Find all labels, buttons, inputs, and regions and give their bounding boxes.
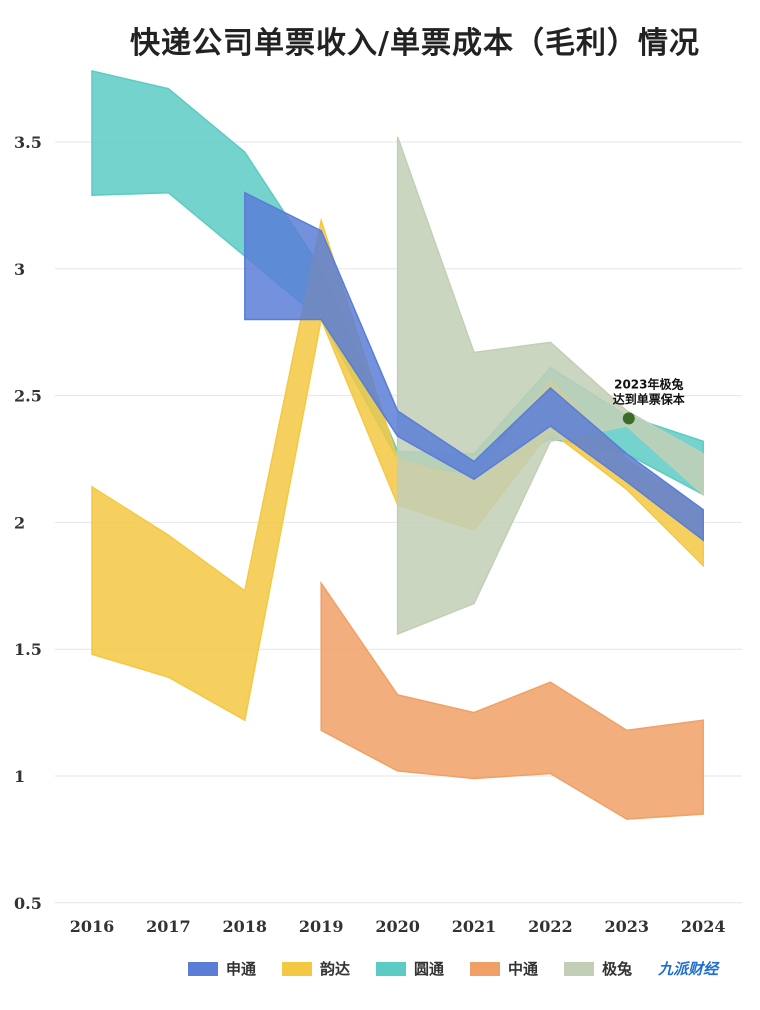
legend-item-zhongtong[interactable]: 中通 xyxy=(470,958,538,979)
y-tick-label: 2.5 xyxy=(14,387,42,406)
series-area-申通 xyxy=(244,191,704,542)
legend-swatch xyxy=(470,961,501,976)
brand-logo: 九派财经 xyxy=(658,960,719,978)
y-tick-label: 3.5 xyxy=(14,133,42,152)
annotation-text-line2: 达到单票保本 xyxy=(613,391,685,406)
y-tick-label: 1.5 xyxy=(14,640,42,659)
x-tick-label: 2024 xyxy=(681,917,726,936)
series-area-极兔 xyxy=(396,136,704,636)
legend-label: 申通 xyxy=(226,960,257,978)
x-axis: 2016 2017 2018 2019 2020 2021 2022 2023 2024 xyxy=(70,917,726,936)
x-tick-label: 2016 xyxy=(70,917,115,936)
chart-title: 快递公司单票收入/单票成本（毛利）情况 xyxy=(130,26,700,61)
x-tick-label: 2020 xyxy=(375,917,420,936)
legend: 申通 韵达 圆通 中通 极兔 九派财经 xyxy=(188,958,718,979)
x-tick-label: 2017 xyxy=(146,917,191,936)
legend-label: 圆通 xyxy=(414,960,445,978)
y-tick-label: 1 xyxy=(14,767,25,786)
x-tick-label: 2018 xyxy=(223,917,268,936)
x-tick-label: 2022 xyxy=(528,917,573,936)
y-axis: 0.5 1 1.5 2 2.5 3 3.5 xyxy=(14,133,42,913)
legend-swatch xyxy=(282,961,313,976)
legend-swatch xyxy=(188,961,218,976)
legend-item-yunda[interactable]: 韵达 xyxy=(282,958,350,979)
x-tick-label: 2019 xyxy=(299,917,344,936)
legend-label: 韵达 xyxy=(320,960,351,978)
x-tick-label: 2023 xyxy=(605,917,650,936)
legend-swatch xyxy=(376,961,407,976)
legend-swatch xyxy=(564,961,595,976)
legend-label: 极兔 xyxy=(602,960,633,978)
series-area-中通 xyxy=(320,580,704,820)
legend-item-jitu[interactable]: 极兔 xyxy=(564,958,632,979)
legend-item-yuantong[interactable]: 圆通 xyxy=(376,958,444,979)
series-areas xyxy=(91,70,704,820)
y-tick-label: 0.5 xyxy=(14,894,42,913)
legend-label: 中通 xyxy=(508,960,539,978)
annotation-text-line1: 2023年极兔 xyxy=(614,376,683,391)
y-tick-label: 2 xyxy=(14,513,25,532)
annotation-marker xyxy=(622,412,635,425)
y-tick-label: 3 xyxy=(14,260,25,279)
legend-item-shentong[interactable]: 申通 xyxy=(188,958,256,979)
x-tick-label: 2021 xyxy=(452,917,497,936)
